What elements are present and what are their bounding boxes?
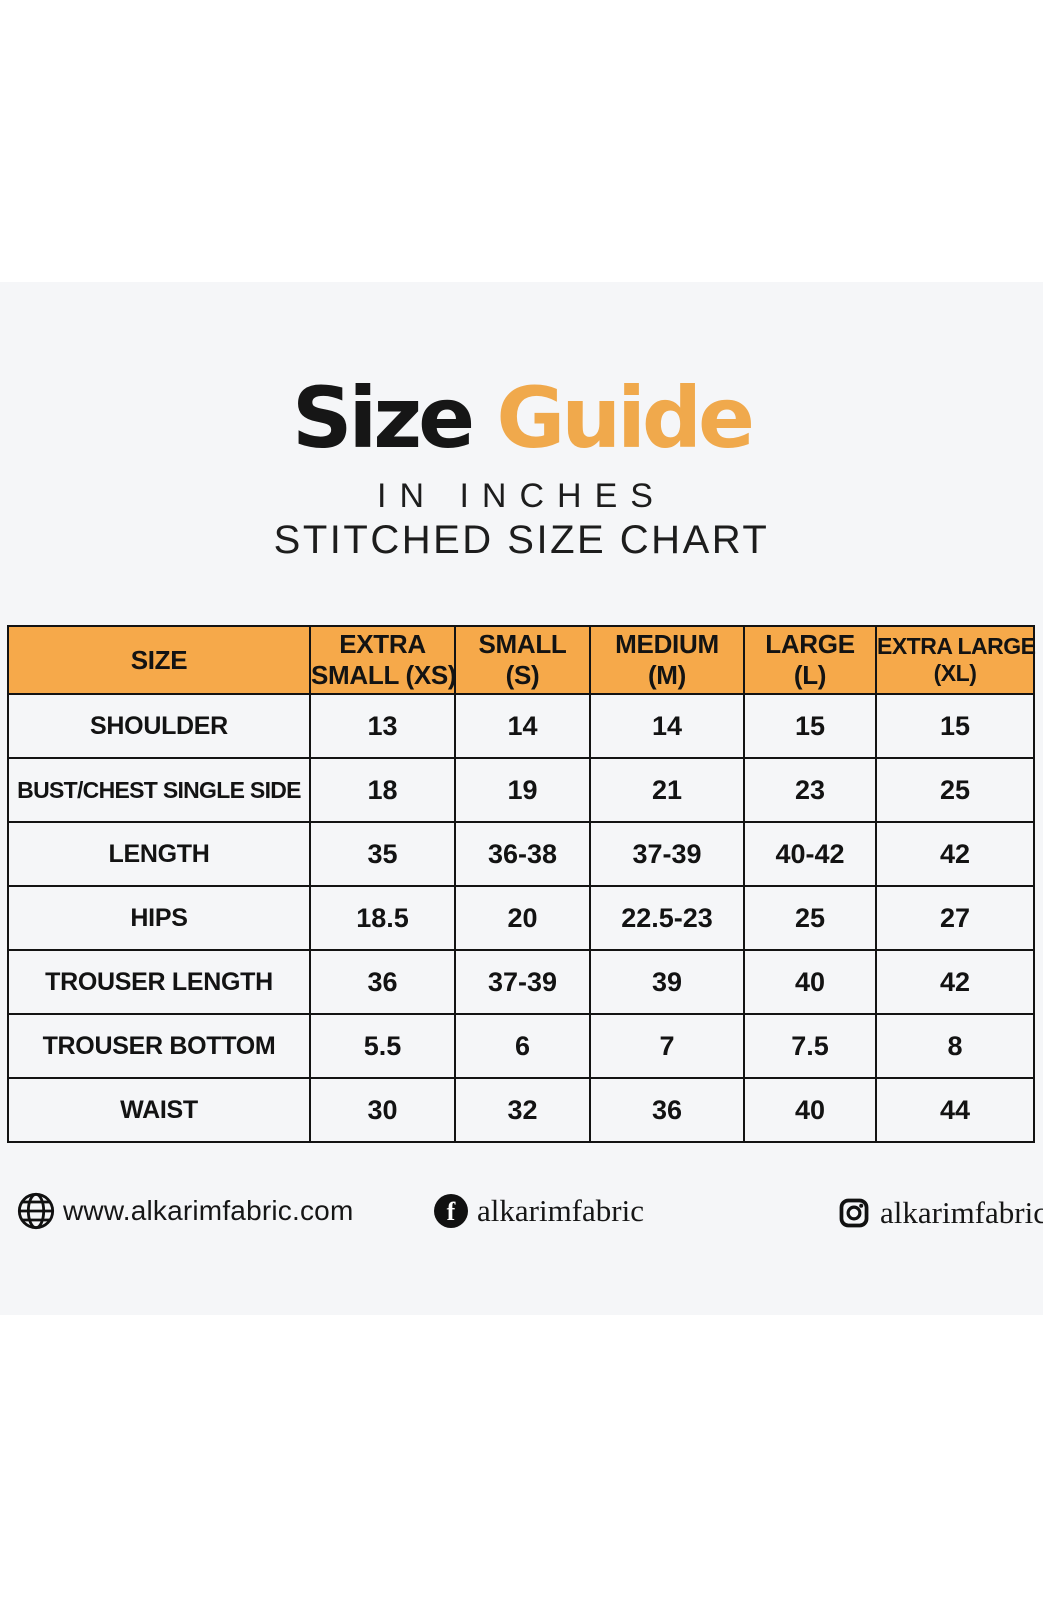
cell-value: 42 bbox=[875, 949, 1035, 1015]
globe-icon bbox=[16, 1191, 56, 1231]
cell-value: 8 bbox=[875, 1013, 1035, 1079]
col-header-large: LARGE (L) bbox=[743, 625, 877, 695]
row-label: LENGTH bbox=[7, 821, 311, 887]
row-label: SHOULDER bbox=[7, 693, 311, 759]
cell-value: 36 bbox=[589, 1077, 745, 1143]
cell-value: 40 bbox=[743, 1077, 877, 1143]
cell-value: 36 bbox=[309, 949, 456, 1015]
row-label: HIPS bbox=[7, 885, 311, 951]
col-header-extra-small: EXTRA SMALL (XS) bbox=[309, 625, 457, 695]
page-title: Size Guide bbox=[0, 374, 1043, 462]
cell-value: 18 bbox=[309, 757, 456, 823]
cell-value: 37-39 bbox=[454, 949, 591, 1015]
row-label: TROUSER BOTTOM bbox=[7, 1013, 311, 1079]
table-row-bust-chest: BUST/CHEST SINGLE SIDE 18 19 21 23 25 bbox=[7, 757, 1035, 823]
cell-value: 30 bbox=[309, 1077, 456, 1143]
instagram-handle: alkarimfabrics bbox=[880, 1195, 1043, 1230]
cell-value: 15 bbox=[743, 693, 877, 759]
page-title-orange: Guide bbox=[496, 369, 755, 467]
footer-facebook: f alkarimfabric bbox=[434, 1193, 644, 1229]
cell-value: 20 bbox=[454, 885, 591, 951]
cell-value: 14 bbox=[454, 693, 591, 759]
footer-website: www.alkarimfabric.com bbox=[16, 1191, 353, 1231]
cell-value: 7.5 bbox=[743, 1013, 877, 1079]
col-header-extra-large: EXTRA LARGE (XL) bbox=[875, 625, 1036, 695]
page-title-black: Size bbox=[291, 369, 475, 467]
cell-value: 19 bbox=[454, 757, 591, 823]
cell-value: 40-42 bbox=[743, 821, 877, 887]
cell-value: 44 bbox=[875, 1077, 1035, 1143]
cell-value: 39 bbox=[589, 949, 745, 1015]
cell-value: 37-39 bbox=[589, 821, 745, 887]
table-row-trouser-bottom: TROUSER BOTTOM 5.5 6 7 7.5 8 bbox=[7, 1013, 1035, 1079]
cell-value: 42 bbox=[875, 821, 1035, 887]
cell-value: 27 bbox=[875, 885, 1035, 951]
instagram-icon bbox=[838, 1197, 870, 1229]
website-url: www.alkarimfabric.com bbox=[63, 1195, 354, 1226]
row-label: TROUSER LENGTH bbox=[7, 949, 311, 1015]
cell-value: 23 bbox=[743, 757, 877, 823]
cell-value: 35 bbox=[309, 821, 456, 887]
cell-value: 5.5 bbox=[309, 1013, 456, 1079]
cell-value: 32 bbox=[454, 1077, 591, 1143]
facebook-handle: alkarimfabric bbox=[477, 1193, 644, 1228]
row-label: WAIST bbox=[7, 1077, 311, 1143]
col-header-small: SMALL (S) bbox=[454, 625, 591, 695]
cell-value: 14 bbox=[589, 693, 745, 759]
cell-value: 25 bbox=[743, 885, 877, 951]
table-row-length: LENGTH 35 36-38 37-39 40-42 42 bbox=[7, 821, 1035, 887]
cell-value: 7 bbox=[589, 1013, 745, 1079]
size-chart-table: SIZE EXTRA SMALL (XS) SMALL (S) MEDIUM (M) … bbox=[7, 625, 1036, 1143]
subtitle-in-inches: IN INCHES bbox=[377, 477, 666, 515]
header-row: SIZE EXTRA SMALL (XS) SMALL (S) MEDIUM (M) … bbox=[7, 625, 1036, 695]
subtitle-stitched-size-chart: STITCHED SIZE CHART bbox=[273, 518, 770, 562]
cell-value: 25 bbox=[875, 757, 1035, 823]
cell-value: 6 bbox=[454, 1013, 591, 1079]
cell-value: 15 bbox=[875, 693, 1035, 759]
cell-value: 18.5 bbox=[309, 885, 456, 951]
table-row-shoulder: SHOULDER 13 14 14 15 15 bbox=[7, 693, 1035, 759]
cell-value: 36-38 bbox=[454, 821, 591, 887]
cell-value: 21 bbox=[589, 757, 745, 823]
cell-value: 22.5-23 bbox=[589, 885, 745, 951]
table-row-hips: HIPS 18.5 20 22.5-23 25 27 bbox=[7, 885, 1035, 951]
row-label: BUST/CHEST SINGLE SIDE bbox=[7, 757, 311, 823]
col-header-medium: MEDIUM (M) bbox=[589, 625, 745, 695]
cell-value: 40 bbox=[743, 949, 877, 1015]
footer-instagram: alkarimfabrics bbox=[838, 1195, 1043, 1231]
table-row-trouser-length: TROUSER LENGTH 36 37-39 39 40 42 bbox=[7, 949, 1035, 1015]
cell-value: 13 bbox=[309, 693, 456, 759]
facebook-icon: f bbox=[434, 1194, 468, 1228]
col-header-size: SIZE bbox=[7, 625, 311, 695]
table-row-waist: WAIST 30 32 36 40 44 bbox=[7, 1077, 1035, 1143]
